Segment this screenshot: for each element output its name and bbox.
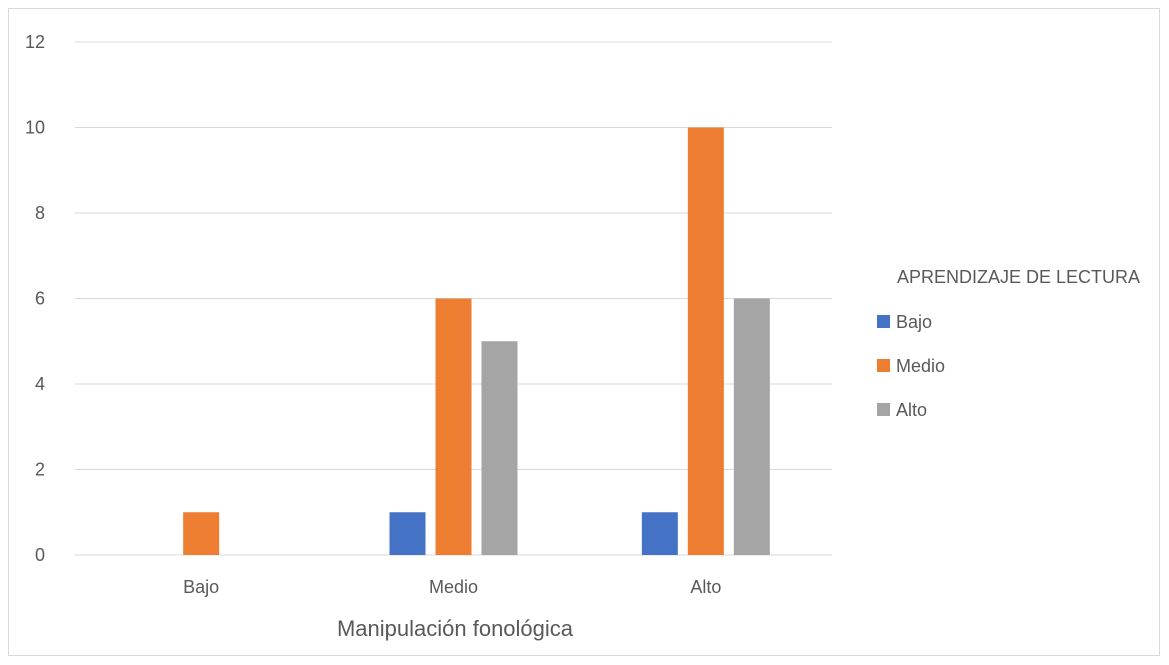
y-tick-label: 6 [35, 289, 45, 309]
legend-label: Medio [896, 356, 945, 376]
y-tick-label: 2 [35, 460, 45, 480]
y-tick-label: 4 [35, 374, 45, 394]
legend: APRENDIZAJE DE LECTURA Bajo Medio Alto [877, 267, 1140, 420]
y-tick-label: 10 [25, 118, 45, 138]
legend-swatch [877, 403, 890, 416]
legend-label: Bajo [896, 312, 932, 332]
x-tick-label: Bajo [183, 577, 219, 597]
legend-label: Alto [896, 400, 927, 420]
x-tick-label: Alto [690, 577, 721, 597]
bars [183, 127, 770, 555]
bar-bajo-medio [389, 512, 426, 555]
bar-alto-medio [481, 341, 518, 555]
bar-medio-medio [435, 298, 472, 555]
bar-alto-alto [733, 298, 770, 555]
y-tick-label: 0 [35, 545, 45, 565]
x-axis-tick-labels: Bajo Medio Alto [183, 577, 721, 597]
x-axis-title: Manipulación fonológica [337, 616, 574, 641]
y-axis-tick-labels: 0 2 4 6 8 10 12 [25, 32, 45, 565]
y-tick-label: 12 [25, 32, 45, 52]
legend-title: APRENDIZAJE DE LECTURA [897, 267, 1140, 287]
legend-swatch [877, 315, 890, 328]
legend-swatch [877, 359, 890, 372]
bar-bajo-alto [641, 512, 678, 555]
bar-medio-alto [687, 127, 724, 555]
bar-medio-bajo [183, 512, 220, 555]
y-tick-label: 8 [35, 203, 45, 223]
x-tick-label: Medio [429, 577, 478, 597]
